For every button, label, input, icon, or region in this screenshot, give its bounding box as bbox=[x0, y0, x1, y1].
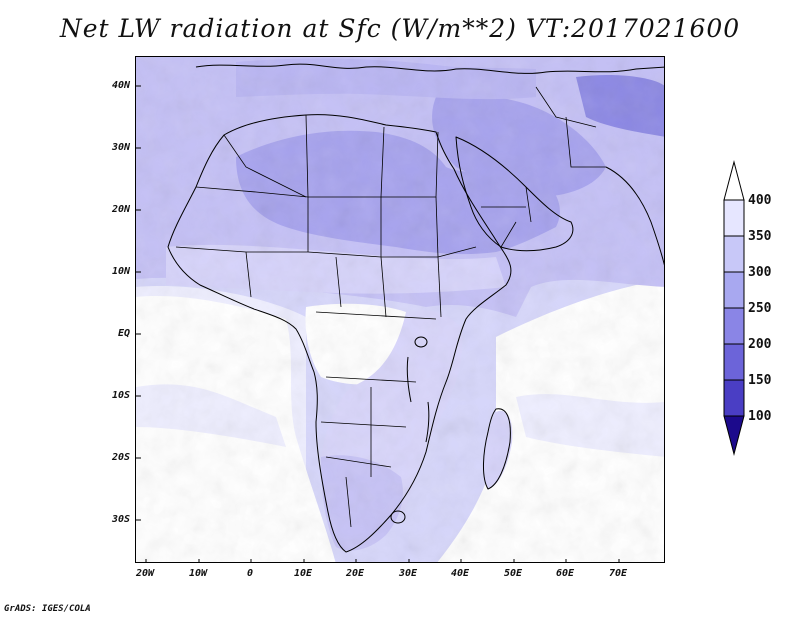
country-borders bbox=[175, 86, 606, 528]
lon-tick-label: 50E bbox=[503, 568, 523, 579]
colorbar-label: 400 bbox=[748, 193, 772, 208]
lake-victoria bbox=[414, 336, 428, 348]
lat-tick-label: 10N bbox=[111, 266, 130, 277]
arabia-coastline bbox=[455, 136, 574, 252]
lakes bbox=[390, 336, 430, 524]
lon-tick-label: 70E bbox=[608, 568, 628, 579]
africa-coastline bbox=[167, 114, 512, 553]
madagascar-coastline bbox=[483, 408, 511, 490]
lon-tick-label: 20W bbox=[135, 568, 155, 579]
colorbar-segment bbox=[723, 235, 745, 273]
colorbar bbox=[723, 160, 745, 456]
lake-malawi bbox=[425, 401, 430, 443]
lat-tick-label: 30N bbox=[111, 142, 130, 153]
colorbar-bottom-arrow bbox=[723, 415, 745, 456]
lon-tick-label: 60E bbox=[555, 568, 575, 579]
india-coastline bbox=[605, 166, 664, 266]
colorbar-segment bbox=[723, 379, 745, 417]
colorbar-top-arrow bbox=[723, 160, 745, 201]
lat-tick-label: 40N bbox=[111, 80, 130, 91]
lon-tick-label: 40E bbox=[450, 568, 470, 579]
tick-marks bbox=[136, 85, 620, 562]
colorbar-label: 100 bbox=[748, 409, 772, 424]
colorbar-segment bbox=[723, 343, 745, 381]
field-texture bbox=[136, 57, 664, 562]
colorbar-segment bbox=[723, 199, 745, 237]
europe-coast bbox=[195, 63, 664, 74]
colorbar-label: 200 bbox=[748, 337, 772, 352]
colorbar-label: 250 bbox=[748, 301, 772, 316]
lat-tick-label: EQ bbox=[117, 328, 130, 339]
lon-tick-label: 0 bbox=[246, 568, 254, 579]
colorbar-segment bbox=[723, 271, 745, 309]
lon-tick-label: 10W bbox=[188, 568, 208, 579]
lat-tick-label: 20S bbox=[111, 452, 130, 463]
coastlines bbox=[167, 63, 664, 553]
lon-tick-label: 20E bbox=[345, 568, 365, 579]
map-plot-area[interactable] bbox=[135, 56, 665, 563]
colorbar-label: 150 bbox=[748, 373, 772, 388]
footer-credit: GrADS: IGES/COLA bbox=[4, 604, 91, 614]
lake-lesotho bbox=[390, 510, 406, 524]
lat-tick-label: 10S bbox=[111, 390, 130, 401]
colorbar-segment bbox=[723, 307, 745, 345]
lake-tanganyika bbox=[406, 356, 412, 403]
colorbar-label: 300 bbox=[748, 265, 772, 280]
lon-tick-label: 10E bbox=[293, 568, 313, 579]
lat-tick-label: 30S bbox=[111, 514, 130, 525]
colorbar-label: 350 bbox=[748, 229, 772, 244]
lon-tick-label: 30E bbox=[398, 568, 418, 579]
lat-tick-label: 20N bbox=[111, 204, 130, 215]
map-svg bbox=[136, 57, 664, 562]
chart-title: Net LW radiation at Sfc (W/m**2) VT:2017… bbox=[59, 14, 741, 43]
